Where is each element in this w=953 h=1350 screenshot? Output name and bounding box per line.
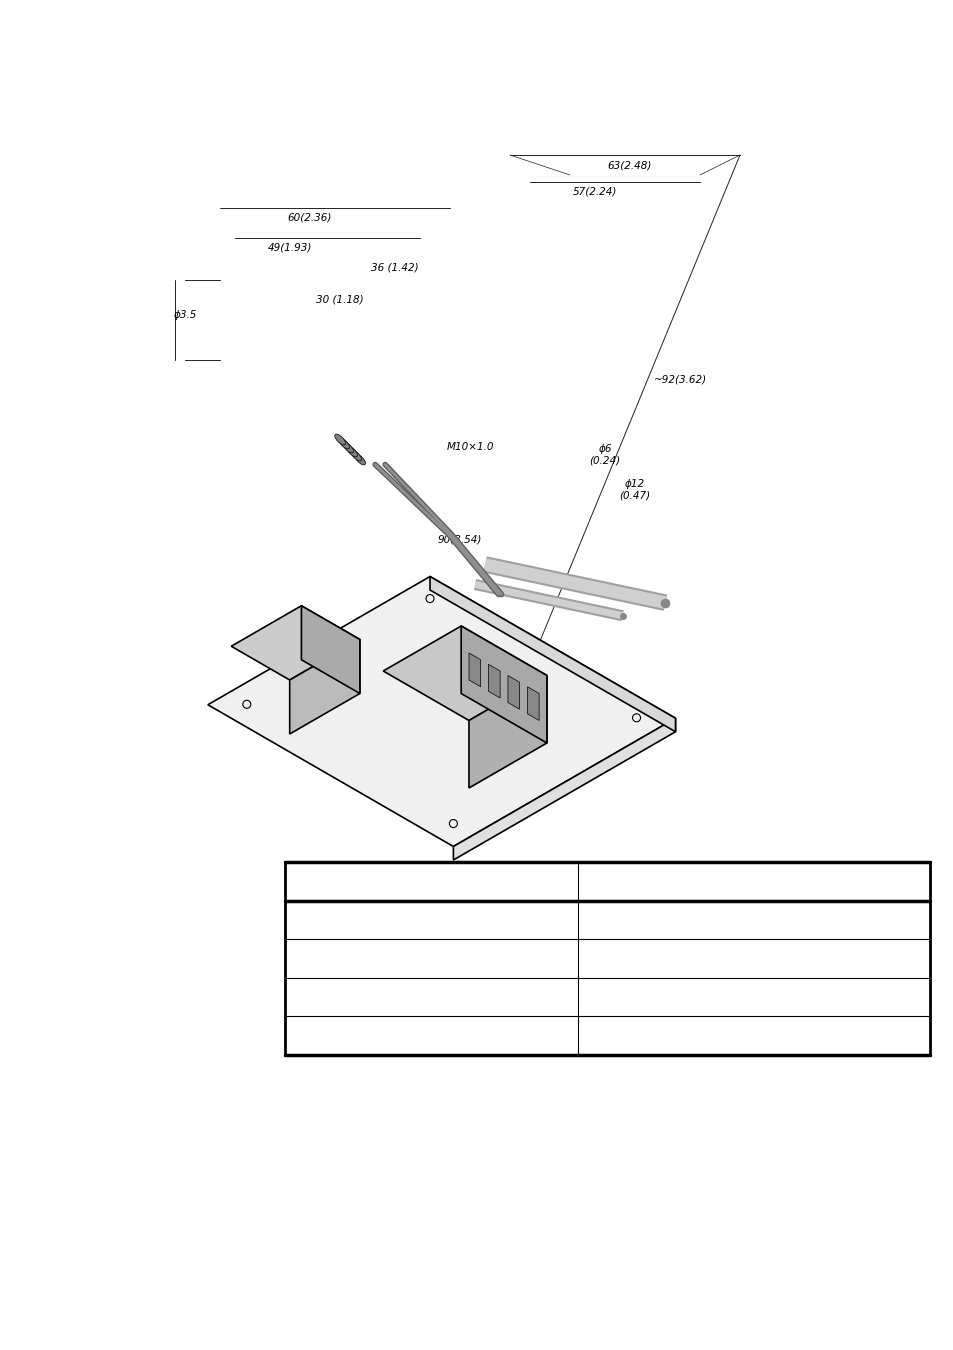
Text: ϕ3.5: ϕ3.5 [173,310,196,320]
Polygon shape [527,687,538,721]
Polygon shape [453,718,675,860]
Ellipse shape [342,441,354,452]
Polygon shape [460,626,546,742]
Polygon shape [488,664,499,698]
Ellipse shape [338,439,349,450]
Bar [285,863,929,1054]
Polygon shape [507,675,519,709]
Text: ϕ6
(0.24): ϕ6 (0.24) [589,444,619,466]
Polygon shape [469,675,546,788]
Text: 63(2.48): 63(2.48) [607,161,652,170]
Ellipse shape [355,454,365,464]
Polygon shape [208,576,675,846]
Polygon shape [231,606,359,680]
Text: M10×1.0: M10×1.0 [446,441,494,452]
Text: ϕ12
(0.47): ϕ12 (0.47) [618,479,650,501]
Ellipse shape [351,450,361,460]
Text: 57(2.24): 57(2.24) [572,188,617,197]
Text: 49(1.93): 49(1.93) [268,243,312,252]
Text: 30 (1.18): 30 (1.18) [315,296,363,305]
Text: 90(3.54): 90(3.54) [437,535,481,545]
Polygon shape [383,626,546,721]
Polygon shape [430,576,675,732]
Text: ~92(3.62): ~92(3.62) [653,375,706,385]
Text: 60(2.36): 60(2.36) [288,213,332,223]
Polygon shape [469,653,480,687]
Polygon shape [301,606,359,694]
Ellipse shape [335,435,345,446]
Polygon shape [290,640,359,734]
Text: 36 (1.42): 36 (1.42) [371,263,418,273]
Ellipse shape [346,446,357,456]
